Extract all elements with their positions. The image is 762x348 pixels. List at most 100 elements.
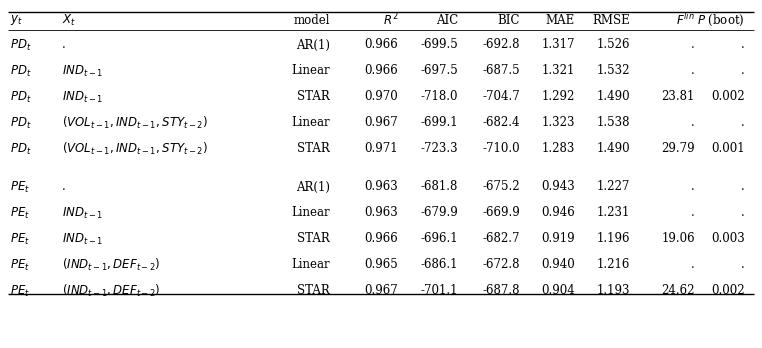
Text: -679.9: -679.9 xyxy=(421,206,458,220)
Text: STAR: STAR xyxy=(297,232,330,245)
Text: 1.490: 1.490 xyxy=(597,90,630,103)
Text: 1.292: 1.292 xyxy=(542,90,575,103)
Text: 1.193: 1.193 xyxy=(597,285,630,298)
Text: $IND_{t-1}$: $IND_{t-1}$ xyxy=(62,89,103,104)
Text: AR(1): AR(1) xyxy=(296,39,330,52)
Text: $PE_t$: $PE_t$ xyxy=(10,231,30,246)
Text: -687.5: -687.5 xyxy=(482,64,520,78)
Text: -697.5: -697.5 xyxy=(421,64,458,78)
Text: 0.967: 0.967 xyxy=(364,285,398,298)
Text: -692.8: -692.8 xyxy=(482,39,520,52)
Text: .: . xyxy=(691,181,695,193)
Text: -710.0: -710.0 xyxy=(482,142,520,156)
Text: $(IND_{t-1},DEF_{t-2})$: $(IND_{t-1},DEF_{t-2})$ xyxy=(62,283,161,299)
Text: .: . xyxy=(691,39,695,52)
Text: $PE_t$: $PE_t$ xyxy=(10,284,30,299)
Text: 1.227: 1.227 xyxy=(597,181,630,193)
Text: 0.966: 0.966 xyxy=(364,232,398,245)
Text: 0.966: 0.966 xyxy=(364,39,398,52)
Text: $IND_{t-1}$: $IND_{t-1}$ xyxy=(62,63,103,79)
Text: $PD_t$: $PD_t$ xyxy=(10,116,31,130)
Text: $IND_{t-1}$: $IND_{t-1}$ xyxy=(62,231,103,246)
Text: 19.06: 19.06 xyxy=(661,232,695,245)
Text: 1.323: 1.323 xyxy=(542,117,575,129)
Text: -681.8: -681.8 xyxy=(421,181,458,193)
Text: $R^2$: $R^2$ xyxy=(383,12,398,28)
Text: -672.8: -672.8 xyxy=(482,259,520,271)
Text: AIC: AIC xyxy=(436,14,458,26)
Text: -669.9: -669.9 xyxy=(482,206,520,220)
Text: $PE_t$: $PE_t$ xyxy=(10,258,30,272)
Text: 1.216: 1.216 xyxy=(597,259,630,271)
Text: 1.490: 1.490 xyxy=(597,142,630,156)
Text: -682.7: -682.7 xyxy=(482,232,520,245)
Text: 0.946: 0.946 xyxy=(541,206,575,220)
Text: .: . xyxy=(741,206,745,220)
Text: .: . xyxy=(741,181,745,193)
Text: .: . xyxy=(691,64,695,78)
Text: -704.7: -704.7 xyxy=(482,90,520,103)
Text: 0.904: 0.904 xyxy=(541,285,575,298)
Text: $(VOL_{t-1},IND_{t-1},STY_{t-2})$: $(VOL_{t-1},IND_{t-1},STY_{t-2})$ xyxy=(62,115,208,131)
Text: -675.2: -675.2 xyxy=(482,181,520,193)
Text: BIC: BIC xyxy=(498,14,520,26)
Text: 0.970: 0.970 xyxy=(364,90,398,103)
Text: -718.0: -718.0 xyxy=(421,90,458,103)
Text: .: . xyxy=(691,117,695,129)
Text: .: . xyxy=(691,259,695,271)
Text: Linear: Linear xyxy=(291,206,330,220)
Text: $(VOL_{t-1},IND_{t-1},STY_{t-2})$: $(VOL_{t-1},IND_{t-1},STY_{t-2})$ xyxy=(62,141,208,157)
Text: STAR: STAR xyxy=(297,90,330,103)
Text: .: . xyxy=(691,206,695,220)
Text: MAE: MAE xyxy=(546,14,575,26)
Text: 0.965: 0.965 xyxy=(364,259,398,271)
Text: -687.8: -687.8 xyxy=(482,285,520,298)
Text: 0.940: 0.940 xyxy=(541,259,575,271)
Text: RMSE: RMSE xyxy=(592,14,630,26)
Text: 0.963: 0.963 xyxy=(364,206,398,220)
Text: .: . xyxy=(62,181,66,193)
Text: 0.963: 0.963 xyxy=(364,181,398,193)
Text: 0.002: 0.002 xyxy=(712,90,745,103)
Text: STAR: STAR xyxy=(297,142,330,156)
Text: $PD_t$: $PD_t$ xyxy=(10,63,31,79)
Text: 24.62: 24.62 xyxy=(661,285,695,298)
Text: $PD_t$: $PD_t$ xyxy=(10,38,31,53)
Text: model: model xyxy=(293,14,330,26)
Text: 0.002: 0.002 xyxy=(712,285,745,298)
Text: 1.526: 1.526 xyxy=(597,39,630,52)
Text: -699.5: -699.5 xyxy=(421,39,458,52)
Text: AR(1): AR(1) xyxy=(296,181,330,193)
Text: .: . xyxy=(741,64,745,78)
Text: 1.283: 1.283 xyxy=(542,142,575,156)
Text: .: . xyxy=(62,39,66,52)
Text: .: . xyxy=(741,259,745,271)
Text: Linear: Linear xyxy=(291,259,330,271)
Text: 0.003: 0.003 xyxy=(711,232,745,245)
Text: -699.1: -699.1 xyxy=(421,117,458,129)
Text: Linear: Linear xyxy=(291,117,330,129)
Text: .: . xyxy=(741,39,745,52)
Text: -723.3: -723.3 xyxy=(421,142,458,156)
Text: .: . xyxy=(741,117,745,129)
Text: -701.1: -701.1 xyxy=(421,285,458,298)
Text: STAR: STAR xyxy=(297,285,330,298)
Text: 1.317: 1.317 xyxy=(542,39,575,52)
Text: $PE_t$: $PE_t$ xyxy=(10,205,30,221)
Text: Linear: Linear xyxy=(291,64,330,78)
Text: $y_t$: $y_t$ xyxy=(10,13,23,27)
Text: 1.196: 1.196 xyxy=(597,232,630,245)
Text: $F^{lin}$: $F^{lin}$ xyxy=(676,12,695,28)
Text: $PE_t$: $PE_t$ xyxy=(10,180,30,195)
Text: $PD_t$: $PD_t$ xyxy=(10,89,31,104)
Text: 0.001: 0.001 xyxy=(712,142,745,156)
Text: 0.967: 0.967 xyxy=(364,117,398,129)
Text: -696.1: -696.1 xyxy=(421,232,458,245)
Text: -682.4: -682.4 xyxy=(482,117,520,129)
Text: $PD_t$: $PD_t$ xyxy=(10,141,31,157)
Text: 0.919: 0.919 xyxy=(541,232,575,245)
Text: 0.971: 0.971 xyxy=(364,142,398,156)
Text: 1.321: 1.321 xyxy=(542,64,575,78)
Text: 0.966: 0.966 xyxy=(364,64,398,78)
Text: $IND_{t-1}$: $IND_{t-1}$ xyxy=(62,205,103,221)
